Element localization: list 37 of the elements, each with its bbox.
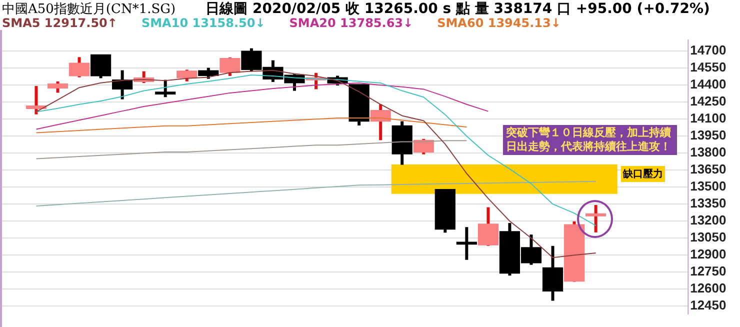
annotation: 突破下彎１０日線反壓，加上持續日出走勢，代表將持續往上進攻！ [503,125,677,155]
candlestick [68,56,90,79]
candlestick [220,56,240,78]
y-tick-label: 13800 [690,144,726,160]
y-tick-label: 14400 [690,76,726,92]
candlestick [176,68,198,83]
chart-subtitle: 日線圖 2020/02/05 收 13265.00 s 點 量 338174 口 +95.00 (+0.72%) [206,0,710,17]
y-tick-label: 14550 [690,60,726,75]
candlestick [370,102,391,142]
candlestick [90,53,112,80]
candlestick [26,84,47,116]
band-label: 缺口壓力 [620,166,665,182]
y-tick-label: 12900 [690,246,726,262]
y-tick-label: 12750 [690,264,726,279]
candlestick [47,80,68,94]
y-tick-label: 14700 [690,42,726,58]
text: SMA5 12917.50↑ [2,16,118,30]
text: SMA20 13785.63↓ [289,16,414,30]
candlestick [586,204,606,234]
y-tick-label: 13500 [690,178,726,194]
text: SMA10 13158.50↓ [141,16,266,30]
y-tick-label: 13650 [690,162,726,177]
y-tick-label: 13200 [690,212,726,228]
y-tick-label: 13350 [690,196,726,211]
chart-title: 中國A50指數近月(CN*1.SG) [2,1,176,17]
y-tick-label: 12600 [690,280,726,296]
candlestick [155,78,176,99]
candlestick [198,66,219,80]
candlestick [413,137,434,156]
y-tick-label: 14100 [690,110,726,126]
y-tick-label: 13950 [690,128,726,143]
candlestick [456,226,477,262]
text: SMA60 13945.13↓ [437,16,561,30]
candlestick [478,206,498,248]
y-tick-label: 12450 [690,298,726,313]
y-tick-label: 13050 [690,230,726,245]
y-tick-label: 14250 [690,94,726,109]
